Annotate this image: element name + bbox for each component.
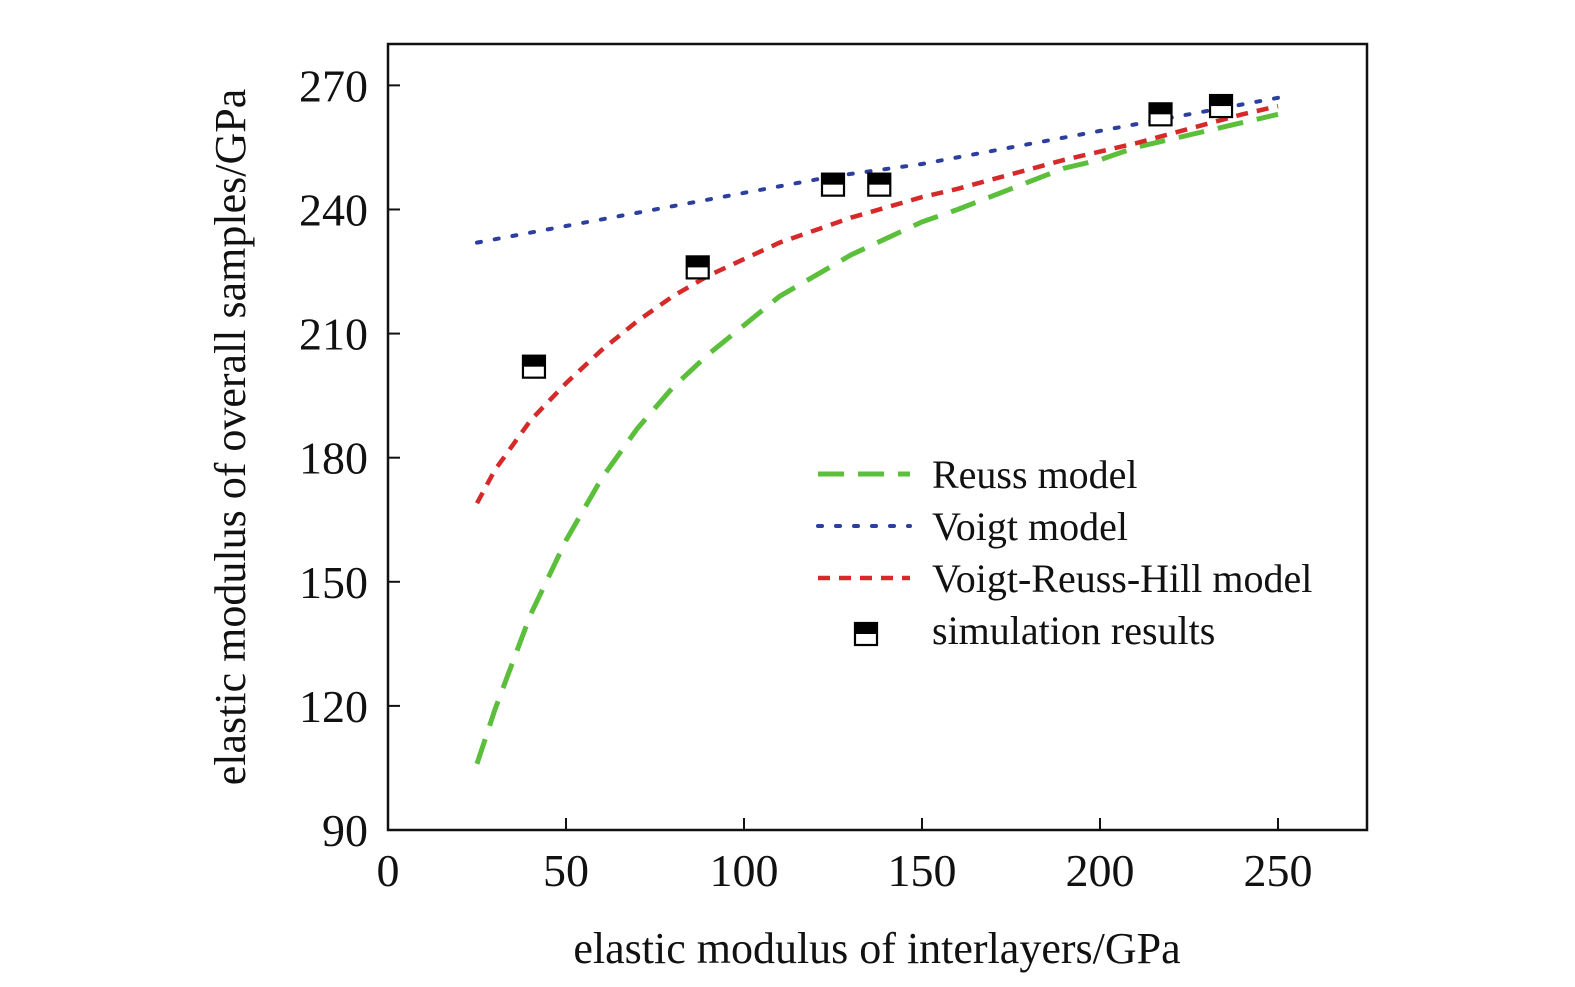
- y-tick-label: 180: [299, 433, 368, 484]
- x-axis: 0 50 100 150 200 250: [377, 818, 1313, 896]
- x-tick-label: 200: [1066, 845, 1135, 896]
- x-axis-label: elastic modulus of interlayers/GPa: [573, 924, 1180, 973]
- x-tick-label: 50: [543, 845, 589, 896]
- legend-marker-simulation: [853, 621, 879, 647]
- plot-frame: [386, 42, 1369, 832]
- simulation-point: [867, 172, 892, 197]
- y-tick-label: 120: [299, 681, 368, 732]
- plot-area: [474, 93, 1280, 765]
- x-tick-label: 0: [377, 845, 400, 896]
- y-tick-label: 90: [322, 805, 368, 856]
- x-tick-label: 150: [888, 845, 957, 896]
- y-tick-label: 210: [299, 309, 368, 360]
- legend-label: simulation results: [932, 608, 1215, 653]
- y-tick-label: 150: [299, 557, 368, 608]
- y-tick-label: 240: [299, 184, 368, 235]
- simulation-point: [820, 172, 846, 197]
- legend-label: Reuss model: [932, 452, 1138, 497]
- series-line-voigt-reuss-hill-model: [475, 103, 1279, 505]
- legend-label: Voigt model: [932, 504, 1128, 549]
- y-tick-label: 270: [299, 60, 368, 111]
- x-tick-label: 100: [710, 845, 779, 896]
- legend-label: Voigt-Reuss-Hill model: [932, 556, 1312, 601]
- y-axis: 90 120 150 180 210 240 270: [299, 60, 400, 856]
- simulation-point: [1148, 102, 1173, 127]
- x-tick-label: 250: [1244, 845, 1313, 896]
- simulation-point: [685, 255, 710, 280]
- simulation-point: [1208, 93, 1234, 119]
- series-line-reuss-model: [474, 111, 1279, 765]
- simulation-point: [521, 354, 547, 379]
- y-axis-label: elastic modulus of overall samples/GPa: [206, 89, 255, 786]
- legend: Reuss model Voigt model Voigt-Reuss-Hill m…: [816, 452, 1312, 653]
